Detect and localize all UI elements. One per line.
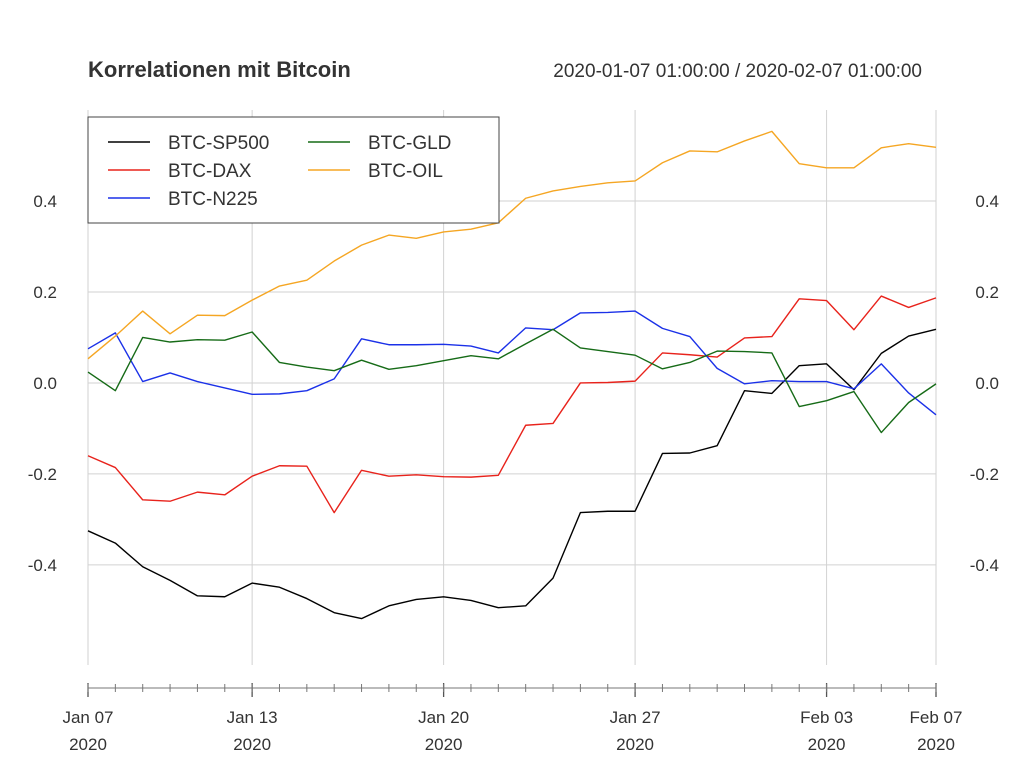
x-tick-label: Jan 13 [227,708,278,727]
y-tick-label-right: -0.4 [970,556,999,575]
chart-title: Korrelationen mit Bitcoin [88,57,351,82]
legend-label: BTC-SP500 [168,133,269,154]
x-tick-label: Feb 03 [800,708,853,727]
x-tick-label: Jan 07 [62,708,113,727]
y-tick-label-left: 0.2 [33,283,57,302]
legend-label: BTC-DAX [168,161,252,182]
x-tick-year-label: 2020 [917,735,955,754]
y-axis-left: -0.4 -0.2 0.0 0.2 0.4 [28,192,57,575]
x-tick-year-label: 2020 [233,735,271,754]
y-tick-label-right: -0.2 [970,465,999,484]
x-tick-year-label: 2020 [808,735,846,754]
legend-box [87,116,500,224]
x-axis: Jan 07 2020 Jan 13 2020 Jan 20 2020 Jan 27 2020… [62,683,962,754]
x-tick-year-label: 2020 [616,735,654,754]
legend-label: BTC-OIL [368,161,443,182]
x-tick-label: Feb 07 [910,708,963,727]
y-tick-label-right: 0.0 [975,374,999,393]
x-tick-label: Jan 20 [418,708,469,727]
y-tick-label-right: 0.4 [975,192,999,211]
y-tick-label-left: 0.0 [33,374,57,393]
series-line-btc-dax [87,295,937,514]
y-axis-right: -0.4 -0.2 0.0 0.2 0.4 [970,192,999,575]
series-line-btc-gld [87,328,937,434]
chart-date-range: 2020-01-07 01:00:00 / 2020-02-07 01:00:0… [553,61,922,82]
x-tick-year-label: 2020 [425,735,463,754]
y-tick-label-left: -0.4 [28,556,57,575]
y-tick-label-right: 0.2 [975,283,999,302]
series-line-btc-sp500 [87,328,937,620]
series-lines [87,130,937,620]
legend-label: BTC-N225 [168,189,258,210]
legend: BTC-SP500 BTC-DAX BTC-N225 BTC-GLD BTC-OIL [87,116,500,224]
series-line-btc-oil [87,130,937,360]
y-tick-label-left: -0.2 [28,465,57,484]
y-tick-label-left: 0.4 [33,192,57,211]
x-tick-label: Jan 27 [610,708,661,727]
series-line-btc-n225 [87,310,937,416]
x-tick-year-label: 2020 [69,735,107,754]
legend-label: BTC-GLD [368,133,451,154]
